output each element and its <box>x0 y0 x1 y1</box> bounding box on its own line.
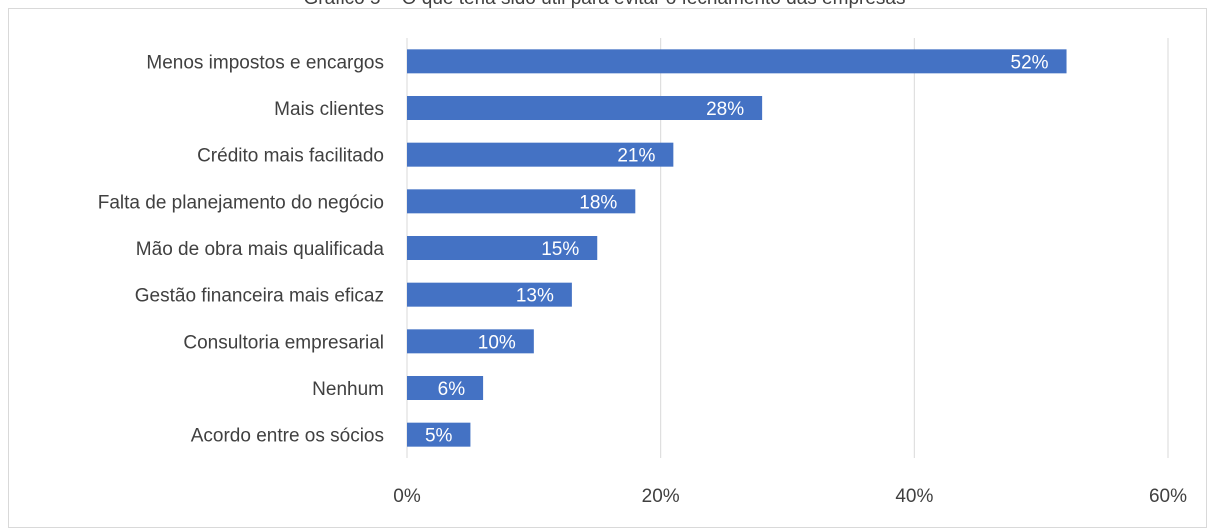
bar <box>407 189 636 214</box>
category-label: Falta de planejamento do negócio <box>98 192 384 213</box>
category-label: Nenhum <box>312 379 384 400</box>
bar <box>407 282 572 307</box>
bar <box>407 376 484 400</box>
bars <box>407 49 1067 447</box>
x-tick-label: 0% <box>393 486 421 507</box>
bar <box>407 422 471 447</box>
data-label: 28% <box>706 99 744 120</box>
x-tick-label: 40% <box>895 486 933 507</box>
bar <box>407 236 598 260</box>
data-label: 6% <box>438 379 466 400</box>
bar-chart: Menos impostos e encargos Mais clientes Cr… <box>98 38 1187 507</box>
data-label: 5% <box>425 426 453 447</box>
category-label: Gestão financeira mais eficaz <box>135 286 384 307</box>
x-tick-labels: 0% 20% 40% 60% <box>393 486 1187 507</box>
data-label: 15% <box>541 239 579 260</box>
category-label: Crédito mais facilitado <box>197 146 384 167</box>
category-label: Mão de obra mais qualificada <box>136 239 385 260</box>
data-label: 13% <box>516 286 554 307</box>
x-tick-label: 20% <box>642 486 680 507</box>
bar <box>407 96 763 120</box>
bar <box>407 329 534 354</box>
category-label: Acordo entre os sócios <box>191 426 384 447</box>
bar <box>407 142 674 167</box>
data-label: 10% <box>478 332 516 353</box>
data-label: 18% <box>579 192 617 213</box>
category-label: Mais clientes <box>274 99 384 120</box>
data-labels: 52% 28% 21% 18% 15% 13% 10% 6% 5% <box>425 52 1049 446</box>
data-label: 52% <box>1011 52 1049 73</box>
data-label: 21% <box>617 146 655 167</box>
x-tick-label: 60% <box>1149 486 1187 507</box>
chart-title: Gráfico 5 – O que teria sido útil para e… <box>0 0 1209 10</box>
chart-frame <box>8 8 1207 528</box>
bar <box>407 49 1067 74</box>
category-label: Consultoria empresarial <box>183 332 384 353</box>
category-label: Menos impostos e encargos <box>146 52 384 73</box>
category-labels: Menos impostos e encargos Mais clientes Cr… <box>98 52 385 446</box>
